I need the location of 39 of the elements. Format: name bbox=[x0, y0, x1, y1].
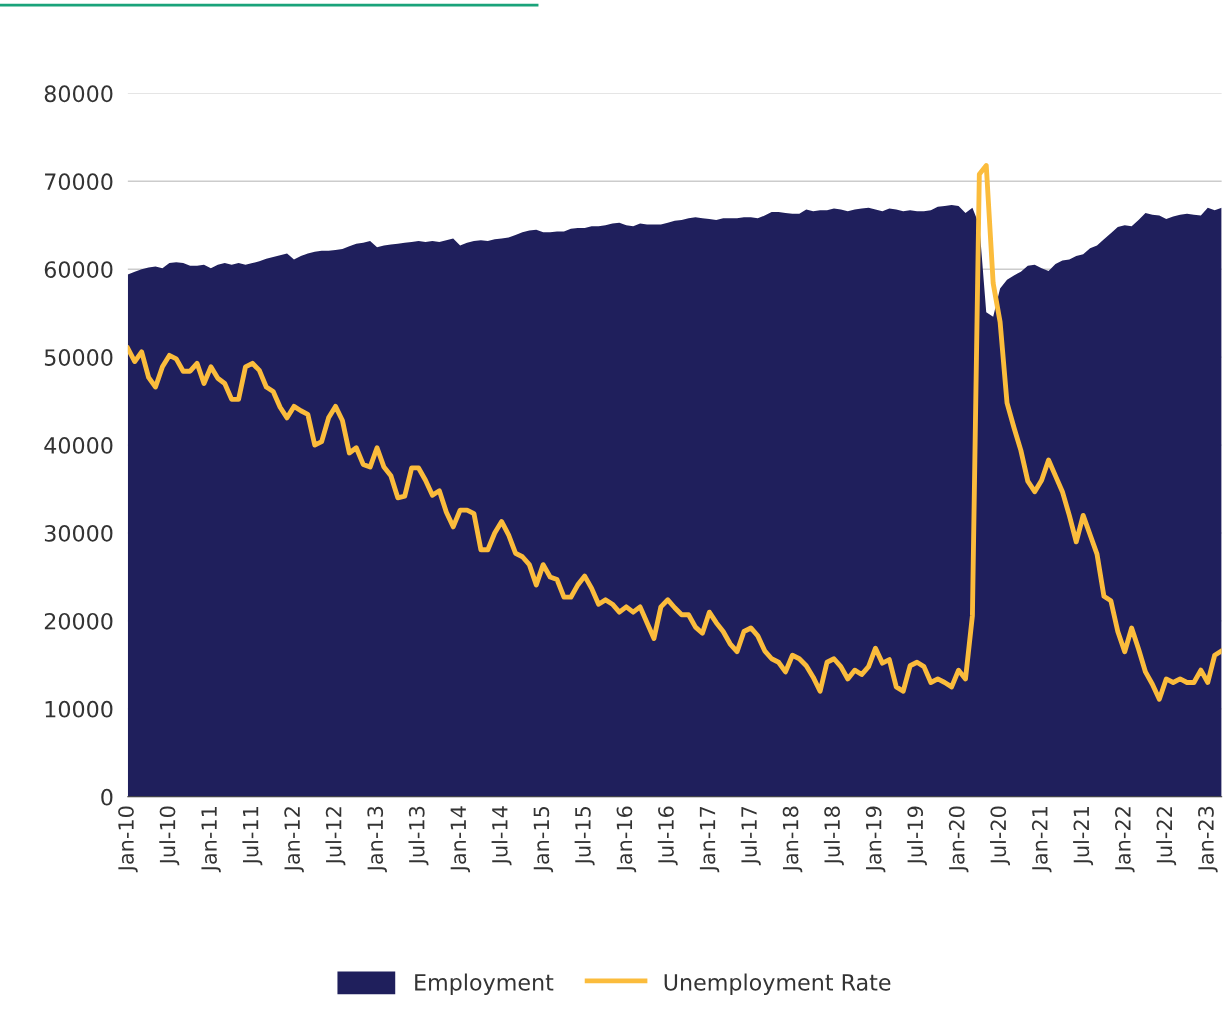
line-series bbox=[127, 163, 1222, 702]
x-tick-label: Jan-14 bbox=[450, 806, 471, 873]
x-tick-label: Jan-23 bbox=[1198, 806, 1218, 873]
y-tick-label: 0 bbox=[101, 788, 113, 806]
x-tick-label: Jul-10 bbox=[159, 806, 180, 866]
x-tick-label: Jul-17 bbox=[740, 806, 761, 866]
y-tick-label: 80000 bbox=[44, 85, 113, 103]
legend-label: Unemployment Rate bbox=[664, 973, 891, 995]
x-tick-label: Jul-16 bbox=[657, 806, 678, 866]
x-tick-label: Jan-19 bbox=[865, 806, 886, 873]
y-tick-label: 10000 bbox=[45, 700, 113, 718]
x-tick-label: Jul-20 bbox=[990, 806, 1011, 866]
x-tick-label: Jan-21 bbox=[1031, 807, 1052, 873]
y-tick-label: 20000 bbox=[44, 612, 113, 630]
y-tick-label: 50000 bbox=[44, 349, 113, 366]
y-tick-label: 30000 bbox=[44, 524, 113, 542]
x-tick-label: Jan-16 bbox=[616, 806, 637, 873]
x-tick-label: Jan-10 bbox=[118, 806, 138, 873]
legend-label: Employment bbox=[415, 973, 554, 995]
x-tick-label: Jul-11 bbox=[242, 807, 263, 866]
x-tick-label: Jan-11 bbox=[201, 807, 221, 873]
x-tick-label: Jul-13 bbox=[408, 806, 429, 866]
x-tick-label: Jul-18 bbox=[823, 806, 844, 866]
x-tick-label: Jan-20 bbox=[948, 806, 969, 873]
x-tick-label: Jan-18 bbox=[782, 806, 803, 873]
x-tick-label: Jul-19 bbox=[906, 806, 927, 866]
x-tick-label: Jul-12 bbox=[325, 807, 346, 866]
x-tick-label: Jul-15 bbox=[574, 806, 595, 866]
x-tick-label: Jan-22 bbox=[1114, 807, 1135, 873]
y-tick-label: 70000 bbox=[45, 173, 113, 191]
x-tick-label: Jan-13 bbox=[367, 806, 387, 873]
y-tick-label: 60000 bbox=[44, 261, 113, 278]
x-tick-label: Jul-22 bbox=[1156, 807, 1177, 866]
x-tick-label: Jul-14 bbox=[491, 806, 512, 866]
x-tick-label: Jan-12 bbox=[284, 807, 304, 873]
y-tick-label: 40000 bbox=[44, 437, 113, 454]
x-tick-label: Jan-15 bbox=[533, 806, 554, 873]
x-tick-label: Jan-17 bbox=[699, 806, 720, 873]
x-tick-label: Jul-21 bbox=[1073, 807, 1094, 866]
